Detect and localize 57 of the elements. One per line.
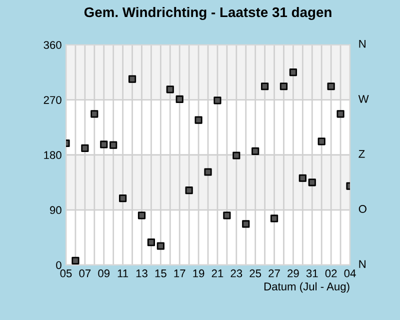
chart-title: Gem. Windrichting - Laatste 31 dagen [84, 6, 332, 20]
ref-line-label: O [358, 205, 366, 213]
y-tick-label: 360 [44, 41, 62, 49]
x-tick-label: 21 [212, 269, 224, 278]
point [242, 220, 250, 228]
point [280, 82, 288, 90]
x-tick-label: 02 [325, 269, 337, 278]
point [298, 174, 306, 182]
x-tick-label: 25 [250, 269, 262, 278]
point [166, 86, 174, 94]
point [289, 68, 297, 76]
x-tick-label: 19 [193, 269, 204, 278]
point [327, 82, 335, 90]
point [252, 147, 260, 156]
point [110, 141, 118, 149]
point [138, 212, 146, 220]
y-tick-label: 90 [50, 206, 62, 214]
point [72, 256, 80, 264]
point [214, 96, 222, 104]
x-tick-label: 29 [288, 269, 299, 278]
x-tick-label: 27 [268, 269, 280, 278]
ref-line-label: Z [358, 150, 365, 158]
point [270, 214, 278, 222]
point [156, 242, 164, 250]
point [90, 110, 98, 118]
x-tick-label: 23 [230, 269, 242, 278]
point [336, 110, 344, 118]
point [128, 75, 136, 83]
point [232, 152, 240, 160]
x-tick-label: 05 [60, 269, 72, 278]
point [185, 186, 193, 194]
point [100, 140, 108, 148]
x-tick-label: 04 [344, 269, 356, 278]
point [176, 95, 184, 104]
point [147, 238, 155, 246]
ref-line-label: W [358, 95, 369, 103]
x-tick-label: 07 [79, 269, 91, 278]
y-tick-label: 180 [44, 151, 62, 160]
point [223, 212, 231, 220]
x-tick-label: 13 [136, 269, 148, 278]
point [261, 82, 269, 90]
x-tick-label: 17 [174, 270, 186, 278]
point [318, 138, 326, 146]
x-tick-label: 31 [306, 269, 318, 278]
x-axis-title: Datum (Jul - Aug) [264, 282, 350, 293]
point [81, 144, 89, 152]
point [194, 116, 202, 124]
point [119, 194, 127, 202]
y-tick-label: 270 [44, 96, 62, 104]
ref-line-label: N [359, 260, 366, 268]
x-tick-label: 09 [98, 269, 110, 278]
x-tick-label: 15 [155, 270, 166, 278]
y-tick-label: 0 [56, 261, 62, 270]
ref-line-label: N [359, 40, 366, 48]
x-tick-label: 11 [118, 270, 128, 278]
point [204, 168, 212, 176]
point [308, 178, 316, 186]
